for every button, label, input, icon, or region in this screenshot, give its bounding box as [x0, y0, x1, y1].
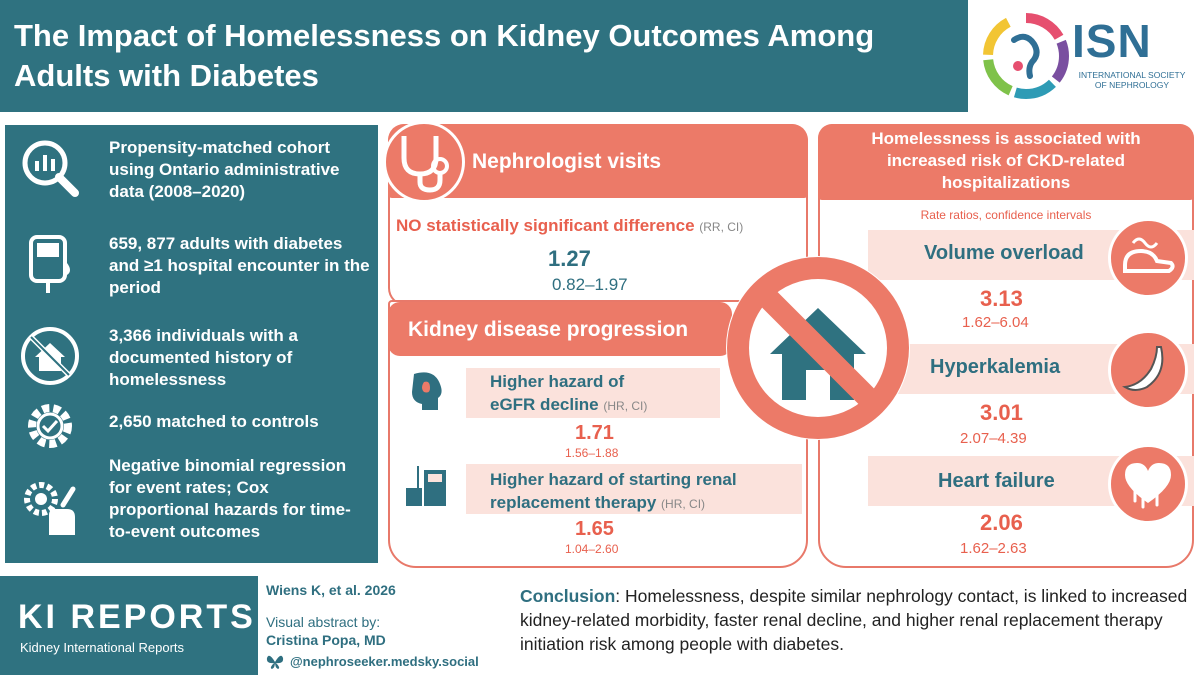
melting-heart-icon [1125, 463, 1171, 509]
progression-header-bar [388, 302, 732, 356]
isn-acronym: ISN [1072, 15, 1152, 67]
banana-icon [1122, 346, 1164, 391]
progression-title: Kidney disease progression [408, 318, 689, 341]
nephrologist-finding-line: NO statistically significant difference … [396, 216, 743, 236]
nephrologist-title: Nephrologist visits [472, 150, 662, 173]
hand-gear-icon [24, 482, 76, 535]
author-name: Cristina Popa, MD [266, 632, 386, 648]
egfr-label-line1: Higher hazard of [490, 372, 625, 391]
isn-subtitle-line2: OF NEPHROLOGY [1094, 80, 1170, 90]
butterfly-icon [266, 655, 284, 669]
conclusion-body: : Homelessness, despite similar nephrolo… [520, 586, 1188, 654]
journal-subtitle: Kidney International Reports [20, 640, 185, 655]
edema-foot-icon [1123, 237, 1175, 273]
hyperkalemia-ci: 2.07–4.39 [960, 430, 1027, 447]
rrt-label-line1: Higher hazard of starting renal [490, 470, 737, 489]
methods-panel-inner: Propensity-matched cohort using Ontario … [5, 125, 378, 563]
volume-value: 3.13 [980, 286, 1023, 311]
nephrologist-finding-note: (RR, CI) [699, 220, 744, 234]
hospitalization-subtitle: Rate ratios, confidence intervals [920, 208, 1092, 222]
nephrologist-ci: 0.82–1.97 [552, 275, 628, 294]
method-statistics: Negative binomial regression for event r… [109, 456, 351, 541]
egfr-label: Higher hazard of eGFR decline (HR, CI) [490, 370, 647, 418]
social-handle[interactable]: @nephroseeker.medsky.social [290, 654, 479, 669]
method-adults: 659, 877 adults with diabetes and ≥1 hos… [109, 234, 370, 297]
journal-logo: KI REPORTS [18, 598, 256, 636]
hospitalization-header-bar [818, 124, 1194, 200]
rrt-ci: 1.04–2.60 [565, 542, 619, 556]
kidney-head-icon [412, 372, 442, 410]
conclusion-text: Conclusion: Homelessness, despite simila… [520, 584, 1190, 656]
volume-label: Volume overload [924, 242, 1084, 264]
page-title: The Impact of Homelessness on Kidney Out… [14, 18, 875, 93]
no-house-icon [21, 327, 79, 385]
heart-failure-label: Heart failure [938, 470, 1055, 492]
abstract-by: Visual abstract by: [266, 614, 381, 630]
volume-ci: 1.62–6.04 [962, 314, 1029, 331]
egfr-note: (HR, CI) [603, 399, 648, 413]
egfr-label-line2: eGFR decline [490, 395, 599, 414]
egfr-value: 1.71 [575, 422, 614, 444]
method-homelessness: 3,366 individuals with a documented hist… [109, 326, 298, 389]
rrt-note: (HR, CI) [661, 497, 706, 511]
heart-failure-value: 2.06 [980, 510, 1023, 535]
method-cohort: Propensity-matched cohort using Ontario … [109, 138, 340, 201]
egfr-ci: 1.56–1.88 [565, 446, 619, 460]
edema-icon-bg [1108, 218, 1188, 298]
method-matched: 2,650 matched to controls [109, 412, 319, 431]
nephrologist-value: 1.27 [548, 246, 591, 271]
header-banner: The Impact of Homelessness on Kidney Out… [0, 0, 1200, 112]
conclusion-label: Conclusion [520, 586, 616, 606]
banana-icon-bg [1108, 330, 1188, 410]
isn-subtitle-line1: INTERNATIONAL SOCIETY [1078, 70, 1186, 80]
egfr-band [466, 368, 720, 418]
chart-magnifier-icon [22, 140, 79, 197]
isn-subtitle: INTERNATIONAL SOCIETY OF NEPHROLOGY [1072, 70, 1192, 90]
dialysis-machine-icon [406, 466, 446, 506]
gear-check-icon [28, 404, 72, 448]
rrt-label: Higher hazard of starting renal replacem… [490, 468, 737, 516]
heart-icon-bg [1108, 444, 1188, 524]
hospitalization-title: Homelessness is associated with increase… [871, 129, 1141, 192]
stethoscope-icon [401, 136, 449, 193]
citation: Wiens K, et al. 2026 [266, 582, 396, 598]
methods-panel: Propensity-matched cohort using Ontario … [0, 120, 383, 568]
rrt-value: 1.65 [575, 518, 614, 540]
isn-logo-box[interactable]: ISN INTERNATIONAL SOCIETY OF NEPHROLOGY [968, 0, 1200, 112]
nephrologist-finding: NO statistically significant difference [396, 216, 695, 235]
hyperkalemia-value: 3.01 [980, 400, 1023, 425]
rrt-label-line2: replacement therapy [490, 493, 657, 512]
stethoscope-icon-bg [383, 121, 465, 203]
no-home-emblem-icon [726, 256, 910, 440]
heart-failure-ci: 1.62–2.63 [960, 540, 1027, 557]
hyperkalemia-label: Hyperkalemia [930, 356, 1061, 378]
isn-globe-logo [983, 13, 1069, 99]
journal-banner[interactable] [0, 576, 258, 675]
glucometer-icon [29, 235, 70, 293]
rrt-band [466, 464, 802, 514]
